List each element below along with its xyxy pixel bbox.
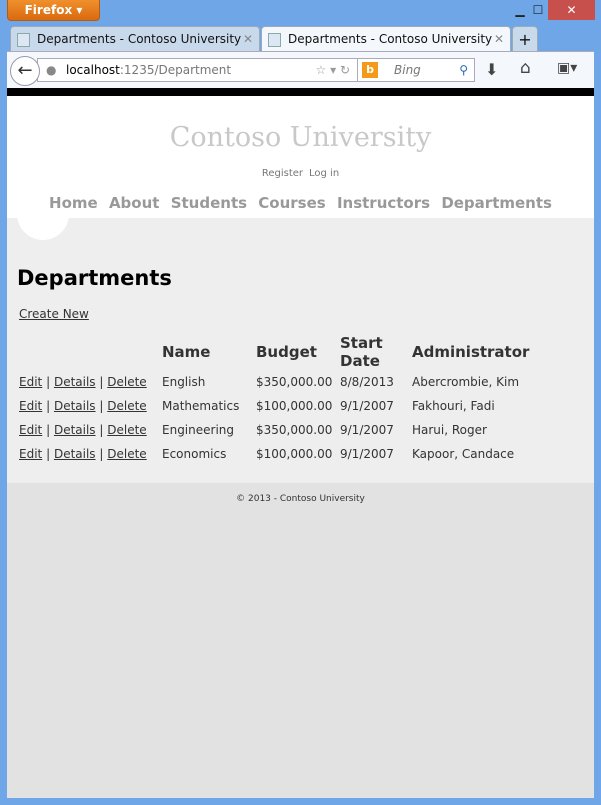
cell-administrator: Harui, Roger xyxy=(412,423,487,437)
nav-home[interactable]: Home xyxy=(49,194,98,212)
separator: | xyxy=(99,375,104,389)
tab-1[interactable]: Departments - Contoso University ✕ xyxy=(10,26,260,52)
cell-administrator: Fakhouri, Fadi xyxy=(412,399,495,413)
row-actions: Edit | Details | Delete xyxy=(17,394,160,418)
search-placeholder: Bing xyxy=(394,63,421,77)
column-header-start-date: Start Date xyxy=(340,334,383,370)
cell-name: Economics xyxy=(162,447,227,461)
bookmarks-icon[interactable]: ▣▾ xyxy=(557,60,578,76)
departments-table: Name Budget Start Date Administrator Edi… xyxy=(17,334,529,466)
minimize-icon[interactable]: ▁ xyxy=(515,3,525,17)
page-title: Departments xyxy=(17,266,172,290)
tab-title: Departments - Contoso University xyxy=(288,32,493,46)
site-header: Contoso University Register Log in Home A… xyxy=(7,96,594,218)
url-path: :1235/Department xyxy=(119,63,232,77)
cell-administrator: Abercrombie, Kim xyxy=(412,375,520,389)
page-icon xyxy=(17,33,30,47)
maximize-icon[interactable]: ☐ xyxy=(532,3,544,17)
decorative-shape xyxy=(17,208,69,240)
firefox-menu-button[interactable]: Firefox ▾ xyxy=(7,0,100,21)
edit-link[interactable]: Edit xyxy=(19,447,43,461)
navigation-toolbar: ● localhost:1235/Department ☆ ▾ ↻ ← b Bi… xyxy=(7,51,594,88)
delete-link[interactable]: Delete xyxy=(107,447,147,461)
nav-courses[interactable]: Courses xyxy=(258,194,326,212)
download-icon[interactable]: ⬇ xyxy=(485,60,499,79)
separator: | xyxy=(99,399,104,413)
separator: | xyxy=(99,447,104,461)
details-link[interactable]: Details xyxy=(53,447,96,461)
table-row: Edit | Details | Delete Engineering $350… xyxy=(17,418,529,442)
firefox-label: Firefox xyxy=(24,3,73,17)
cell-start-date: 9/1/2007 xyxy=(340,399,394,413)
cell-name: English xyxy=(162,375,206,389)
nav-instructors[interactable]: Instructors xyxy=(336,194,431,212)
actions-header xyxy=(17,334,160,370)
cell-administrator: Kapoor, Candace xyxy=(412,447,515,461)
separator: | xyxy=(46,447,51,461)
main-nav: Home About Students Courses Instructors … xyxy=(7,194,594,212)
close-tab-icon[interactable]: ✕ xyxy=(493,32,504,46)
search-box[interactable]: b Bing ⚲ xyxy=(357,58,475,82)
separator: | xyxy=(46,423,51,437)
home-icon[interactable]: ⌂ xyxy=(520,58,531,78)
close-window-icon[interactable]: ✕ xyxy=(548,0,595,20)
close-tab-icon[interactable]: ✕ xyxy=(242,32,253,46)
login-link[interactable]: Log in xyxy=(309,168,340,179)
tab-2-active[interactable]: Departments - Contoso University ✕ xyxy=(261,26,511,52)
delete-link[interactable]: Delete xyxy=(107,423,147,437)
url-bar[interactable]: ● localhost:1235/Department ☆ ▾ ↻ xyxy=(37,58,359,82)
cell-name: Mathematics xyxy=(162,399,240,413)
bing-icon[interactable]: b xyxy=(362,62,378,78)
nav-about[interactable]: About xyxy=(108,194,160,212)
edit-link[interactable]: Edit xyxy=(19,423,43,437)
star-reload-icons[interactable]: ☆ ▾ ↻ xyxy=(315,63,350,77)
page-icon xyxy=(268,33,281,47)
row-actions: Edit | Details | Delete xyxy=(17,442,160,466)
cell-name: Engineering xyxy=(162,423,234,437)
url-host: localhost xyxy=(66,63,120,77)
black-bar xyxy=(7,88,594,96)
cell-budget: $350,000.00 xyxy=(256,375,333,389)
cell-start-date: 9/1/2007 xyxy=(340,423,394,437)
table-row: Edit | Details | Delete Mathematics $100… xyxy=(17,394,529,418)
column-header-administrator: Administrator xyxy=(412,343,530,361)
cell-budget: $100,000.00 xyxy=(256,399,333,413)
table-row: Edit | Details | Delete Economics $100,0… xyxy=(17,442,529,466)
details-link[interactable]: Details xyxy=(53,399,96,413)
footer-text: © 2013 - Contoso University xyxy=(236,494,365,504)
cell-start-date: 9/1/2007 xyxy=(340,447,394,461)
new-tab-button[interactable]: + xyxy=(512,26,538,52)
table-row: Edit | Details | Delete English $350,000… xyxy=(17,370,529,394)
cell-start-date: 8/8/2013 xyxy=(340,375,394,389)
separator: | xyxy=(46,399,51,413)
column-header-name: Name xyxy=(162,343,211,361)
edit-link[interactable]: Edit xyxy=(19,399,43,413)
tab-title: Departments - Contoso University xyxy=(37,32,242,46)
page-content: Contoso University Register Log in Home A… xyxy=(7,96,594,798)
row-actions: Edit | Details | Delete xyxy=(17,370,160,394)
separator: | xyxy=(99,423,104,437)
back-button[interactable]: ← xyxy=(10,56,40,86)
cell-budget: $100,000.00 xyxy=(256,447,333,461)
separator: | xyxy=(46,375,51,389)
nav-departments[interactable]: Departments xyxy=(441,194,552,212)
login-area: Register Log in xyxy=(7,168,594,179)
cell-budget: $350,000.00 xyxy=(256,423,333,437)
details-link[interactable]: Details xyxy=(53,423,96,437)
search-icon[interactable]: ⚲ xyxy=(459,63,468,77)
nav-students[interactable]: Students xyxy=(170,194,248,212)
site-title[interactable]: Contoso University xyxy=(169,122,432,153)
row-actions: Edit | Details | Delete xyxy=(17,418,160,442)
column-header-budget: Budget xyxy=(256,343,317,361)
globe-icon: ● xyxy=(46,63,57,77)
details-link[interactable]: Details xyxy=(53,375,96,389)
delete-link[interactable]: Delete xyxy=(107,375,147,389)
edit-link[interactable]: Edit xyxy=(19,375,43,389)
create-new-link[interactable]: Create New xyxy=(19,307,89,321)
register-link[interactable]: Register xyxy=(261,168,303,179)
main-section: Departments Create New Name Budget Start… xyxy=(7,208,594,483)
delete-link[interactable]: Delete xyxy=(107,399,147,413)
